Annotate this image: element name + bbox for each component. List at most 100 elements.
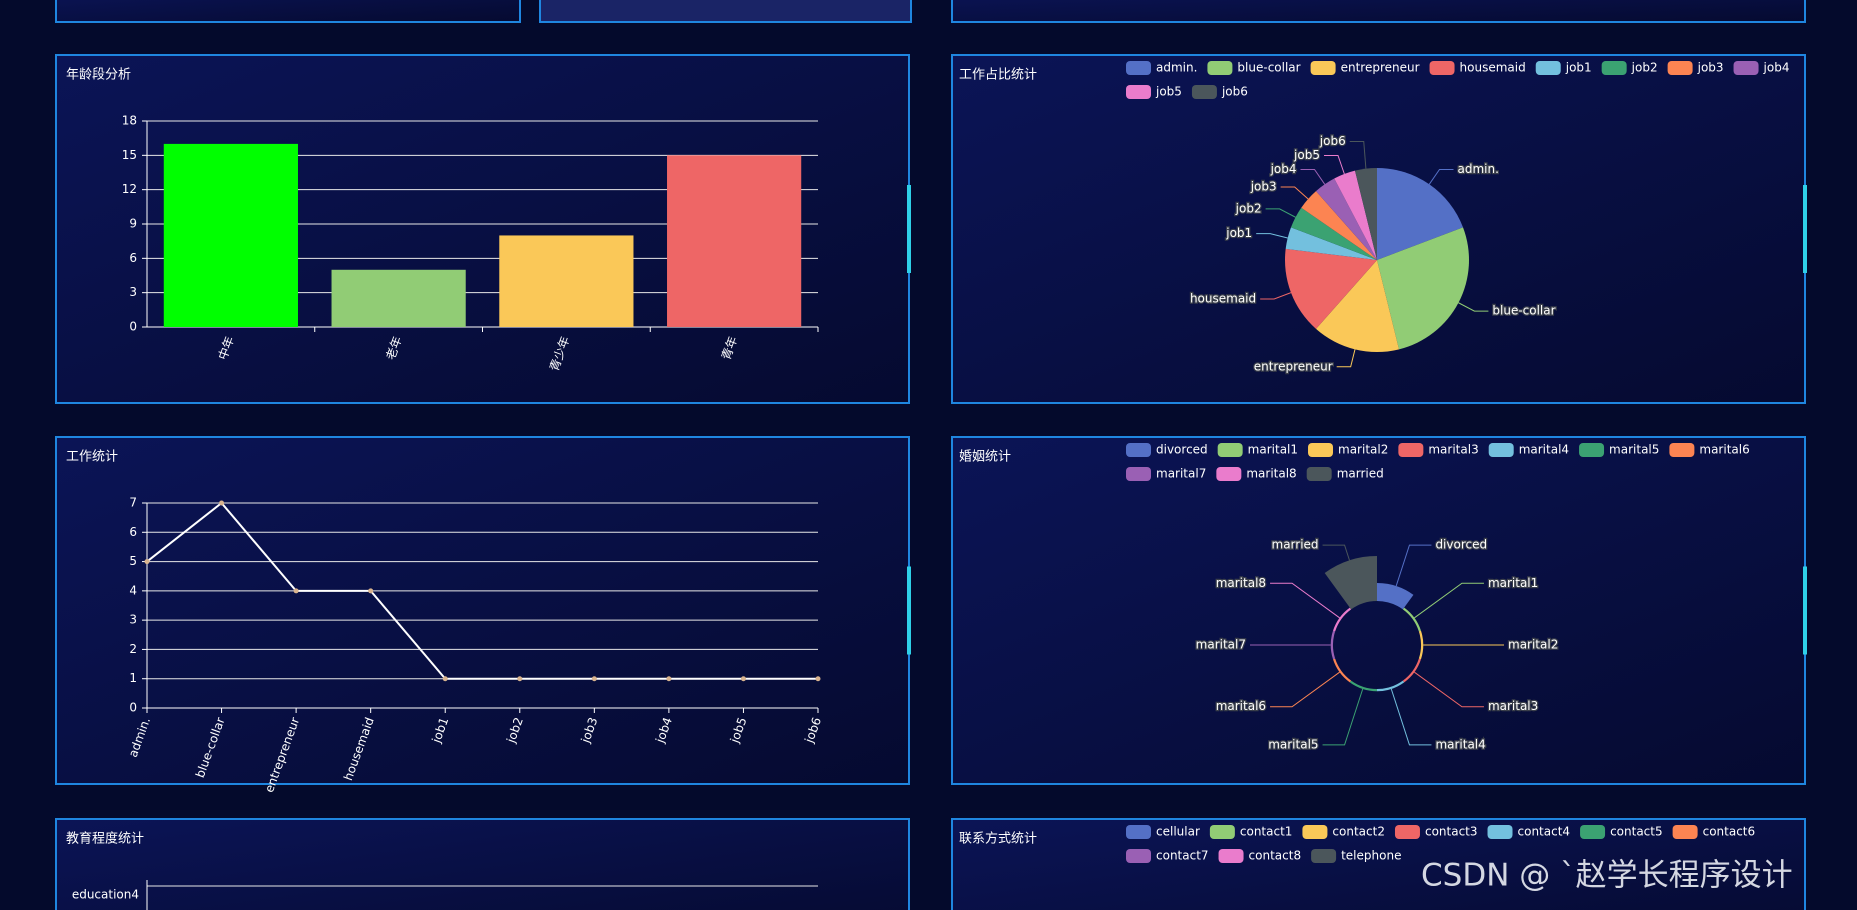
legend-label: job1	[1565, 61, 1592, 75]
legend-label: marital8	[1246, 467, 1296, 481]
legend-swatch	[1672, 825, 1698, 839]
label-line	[1265, 208, 1296, 218]
legend-swatch	[1217, 443, 1243, 457]
point	[219, 500, 225, 506]
legend-label: contact1	[1240, 825, 1293, 839]
legend-swatch	[1207, 61, 1233, 75]
pie-slice	[1334, 170, 1377, 260]
legend-label: telephone	[1341, 849, 1401, 863]
point	[591, 676, 597, 682]
data-label: marital7	[1196, 638, 1246, 652]
label-line	[1270, 671, 1340, 708]
y-tick-label: 7	[129, 496, 137, 510]
label-line	[1280, 186, 1309, 200]
data-label: marital1	[1488, 576, 1538, 590]
legend-label: job6	[1221, 85, 1248, 99]
watermark: CSDN @ ˋ赵学长程序设计	[1421, 858, 1793, 894]
panel-accent	[1803, 185, 1807, 273]
point	[666, 676, 672, 682]
legend-swatch	[1306, 467, 1332, 481]
data-label: marital5	[1268, 737, 1318, 751]
label-line	[1322, 688, 1364, 746]
point	[368, 588, 374, 594]
pie-slice	[1354, 168, 1377, 260]
point	[442, 676, 448, 682]
legend-swatch	[1487, 825, 1513, 839]
data-label: job4	[1270, 162, 1297, 176]
legend-label: contact3	[1425, 825, 1478, 839]
line	[146, 501, 818, 680]
legend-swatch	[1302, 825, 1328, 839]
legend-swatch	[1126, 85, 1151, 99]
legend-swatch	[1126, 825, 1151, 839]
label-line	[1323, 154, 1345, 175]
label-line	[1390, 688, 1432, 746]
rose-sector	[1377, 680, 1405, 692]
legend-swatch	[1310, 61, 1336, 75]
data-label: marital6	[1216, 699, 1266, 713]
legend-swatch	[1209, 825, 1235, 839]
legend-swatch	[1126, 61, 1151, 75]
data-label: blue-collar	[1492, 304, 1555, 318]
point	[293, 588, 299, 594]
y-tick-label: 0	[129, 320, 137, 334]
pie-slice	[1315, 260, 1400, 353]
bar	[163, 143, 298, 327]
panel	[539, 0, 912, 23]
label-line	[1414, 671, 1484, 708]
label-line	[1260, 292, 1292, 300]
pie-slice	[1315, 178, 1377, 260]
chart-title: 婚姻统计	[959, 450, 1011, 465]
y-tick-label: 9	[129, 217, 137, 231]
pie-slice	[1290, 207, 1377, 260]
rose-sector	[1402, 658, 1421, 683]
point	[740, 676, 746, 682]
legend-label: contact5	[1610, 825, 1663, 839]
panel	[55, 0, 521, 23]
label-line	[1270, 582, 1340, 619]
legend-label: cellular	[1156, 825, 1200, 839]
legend-swatch	[1216, 467, 1242, 481]
legend-label: entrepreneur	[1341, 61, 1420, 75]
legend-swatch	[1580, 825, 1606, 839]
legend-label: contact6	[1703, 825, 1756, 839]
legend-swatch	[1579, 443, 1605, 457]
rose-sector	[1402, 607, 1421, 632]
data-label: entrepreneur	[1254, 359, 1333, 373]
legend-label: contact2	[1332, 825, 1385, 839]
legend-label: contact8	[1249, 849, 1302, 863]
legend-swatch	[1601, 61, 1627, 75]
legend-label: housemaid	[1460, 61, 1526, 75]
y-tick-label: 5	[129, 554, 137, 568]
legend-label: marital7	[1156, 467, 1206, 481]
y-tick-label: education4	[72, 888, 139, 902]
legend-swatch	[1429, 61, 1455, 75]
label-line	[1322, 544, 1350, 561]
data-label: job6	[1319, 134, 1346, 148]
legend-label: marital5	[1609, 443, 1659, 457]
data-label: marital3	[1488, 699, 1538, 713]
legend-label: job3	[1697, 61, 1724, 75]
y-tick-label: 3	[129, 285, 137, 299]
y-tick-label: 0	[129, 701, 137, 715]
chart-title: 工作统计	[66, 450, 118, 465]
legend-swatch	[1126, 849, 1151, 863]
rose-sector	[1349, 680, 1377, 692]
legend-swatch	[1733, 61, 1759, 75]
panel	[951, 0, 1806, 23]
y-tick-label: 6	[129, 525, 137, 539]
legend-swatch	[1398, 443, 1424, 457]
point	[144, 559, 150, 565]
pie-slice	[1377, 227, 1469, 350]
legend-swatch	[1669, 443, 1695, 457]
label-line	[1458, 302, 1489, 312]
legend-label: blue-collar	[1237, 61, 1300, 75]
point	[815, 676, 821, 682]
pie-slice	[1285, 227, 1377, 260]
legend-label: job5	[1155, 85, 1182, 99]
rose-sector	[1324, 556, 1377, 610]
rose-sector	[1333, 607, 1352, 632]
label-line	[1349, 140, 1367, 169]
panel	[55, 818, 910, 910]
